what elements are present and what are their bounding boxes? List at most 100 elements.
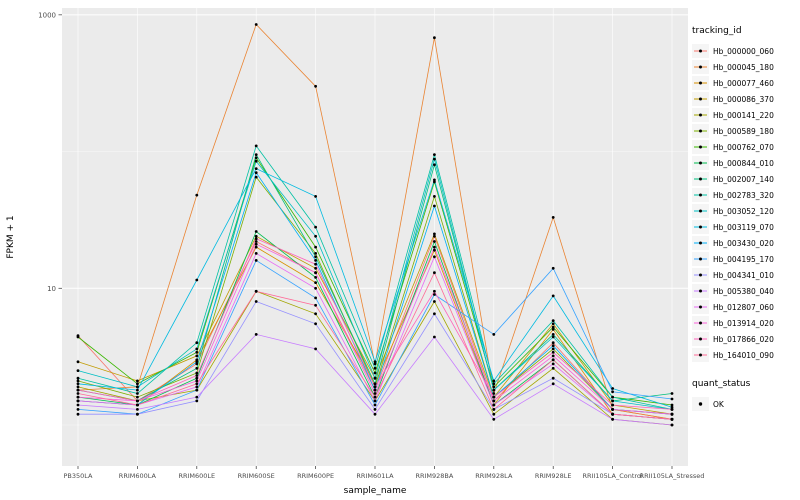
data-point xyxy=(254,167,258,171)
line-key-icon xyxy=(692,60,709,74)
data-point xyxy=(195,374,199,377)
data-point xyxy=(314,266,317,270)
data-point xyxy=(611,387,614,390)
data-point xyxy=(254,175,258,179)
data-point xyxy=(373,366,377,370)
legend-item-label: Hb_002783_320 xyxy=(713,190,774,200)
data-point xyxy=(254,240,258,243)
data-point xyxy=(433,178,436,182)
legend-item-label: Hb_000045_180 xyxy=(713,62,774,72)
line-key-icon xyxy=(692,300,709,314)
legend-item: Hb_004195_170 xyxy=(692,251,798,267)
data-point xyxy=(492,399,496,403)
data-point xyxy=(314,225,317,229)
data-point xyxy=(611,417,614,421)
data-point xyxy=(195,371,199,375)
data-point xyxy=(492,403,496,407)
data-point xyxy=(195,278,199,282)
legend-item: Hb_003430_020 xyxy=(692,235,798,251)
line-key-icon xyxy=(692,44,709,58)
data-point xyxy=(551,350,555,354)
data-point xyxy=(670,408,674,411)
data-point xyxy=(195,354,199,358)
legend-item-label: Hb_017866_020 xyxy=(713,334,774,344)
legend-item-label: Hb_000077_460 xyxy=(713,78,774,88)
x-axis-title: sample_name xyxy=(344,486,407,496)
data-point xyxy=(195,382,199,386)
data-point xyxy=(492,382,496,386)
line-key-icon xyxy=(692,332,709,346)
data-point xyxy=(314,347,317,351)
data-point xyxy=(254,237,258,241)
data-point xyxy=(136,408,139,411)
legend-item: Hb_000077_460 xyxy=(692,75,798,91)
data-point xyxy=(195,341,199,345)
x-tick-label: RRIM928LA xyxy=(475,472,513,480)
data-point xyxy=(136,395,139,399)
data-point xyxy=(195,395,199,399)
data-point xyxy=(670,405,674,409)
data-point xyxy=(373,360,377,364)
data-point xyxy=(76,335,80,339)
data-point xyxy=(492,379,496,383)
line-key-icon xyxy=(692,156,709,170)
data-point xyxy=(433,163,436,167)
data-point xyxy=(433,312,436,316)
legend-item-label: Hb_000141_220 xyxy=(713,110,774,120)
data-point xyxy=(314,281,317,284)
data-point xyxy=(551,344,555,348)
legend-item: Hb_013914_020 xyxy=(692,315,798,331)
y-axis-title: FPKM + 1 xyxy=(6,215,16,258)
data-point xyxy=(373,399,377,403)
data-point xyxy=(136,412,139,416)
data-point xyxy=(433,180,436,184)
data-point xyxy=(433,153,436,157)
data-point xyxy=(433,232,436,236)
legend-item-label: Hb_013914_020 xyxy=(713,318,774,328)
data-point xyxy=(314,255,317,259)
data-point xyxy=(195,366,199,370)
line-key-icon xyxy=(692,236,709,250)
data-point xyxy=(611,390,614,394)
legend-item: Hb_003119_070 xyxy=(692,219,798,235)
legend-item: Hb_012807_060 xyxy=(692,299,798,315)
data-point xyxy=(551,333,555,336)
legend-item-ok: OK xyxy=(692,396,798,412)
data-point xyxy=(254,289,258,293)
data-point xyxy=(314,271,317,275)
line-key-icon xyxy=(692,348,709,362)
data-point xyxy=(611,403,614,407)
x-tick-label: RRIM600LE xyxy=(178,472,215,480)
data-point xyxy=(195,362,199,366)
line-key-icon xyxy=(692,284,709,298)
legend-item-label: Hb_002007_140 xyxy=(713,174,774,184)
data-point xyxy=(76,399,80,403)
data-point xyxy=(433,204,436,208)
data-point xyxy=(611,412,614,416)
data-point xyxy=(76,403,80,407)
line-key-icon xyxy=(692,316,709,330)
data-point xyxy=(670,403,674,407)
data-point xyxy=(136,403,139,407)
x-tick-label: RRII105LA_Stressed xyxy=(640,472,705,480)
line-key-icon xyxy=(692,76,709,90)
data-point xyxy=(314,262,317,266)
data-point xyxy=(136,385,139,389)
data-point xyxy=(551,328,555,331)
data-point xyxy=(76,412,80,416)
data-point xyxy=(433,293,436,296)
data-point xyxy=(195,399,199,403)
data-point xyxy=(76,382,80,386)
legend-item: Hb_000000_060 xyxy=(692,43,798,59)
legend-item: Hb_002783_320 xyxy=(692,187,798,203)
data-point xyxy=(433,245,436,249)
data-point xyxy=(551,366,555,370)
legend-item: Hb_164010_090 xyxy=(692,347,798,363)
data-point xyxy=(195,193,199,197)
data-point xyxy=(76,385,80,389)
x-tick-label: RRIM928BA xyxy=(415,472,453,480)
line-key-icon xyxy=(692,172,709,186)
line-key-icon xyxy=(692,268,709,282)
data-point xyxy=(433,157,436,161)
